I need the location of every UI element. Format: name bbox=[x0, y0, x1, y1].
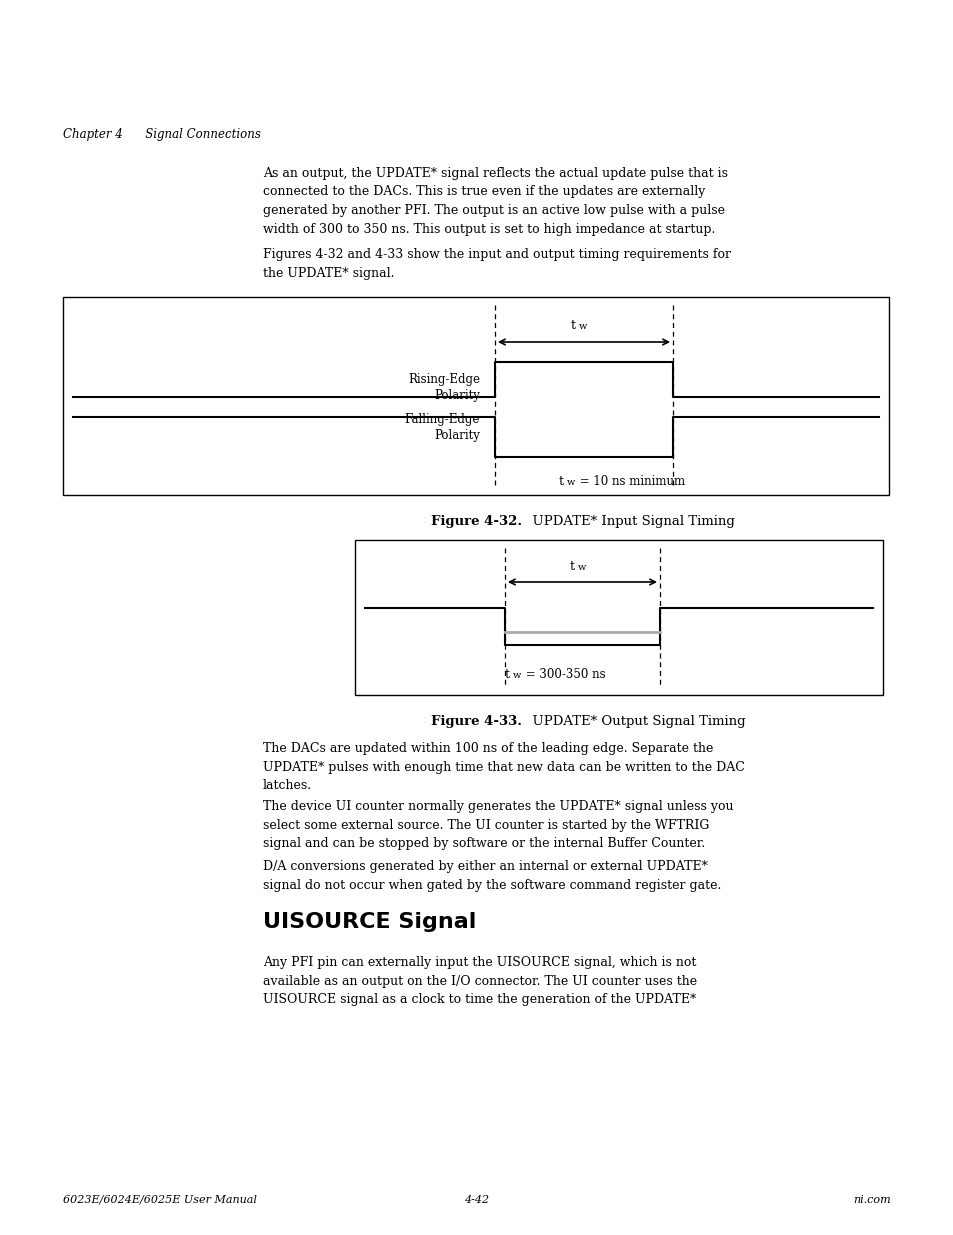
Text: Falling-Edge
Polarity: Falling-Edge Polarity bbox=[404, 412, 479, 441]
Text: width of 300 to 350 ns. This output is set to high impedance at startup.: width of 300 to 350 ns. This output is s… bbox=[263, 222, 715, 236]
Text: w: w bbox=[566, 478, 575, 487]
Text: t: t bbox=[558, 475, 563, 488]
Bar bbox=[355, 540, 882, 695]
Text: w: w bbox=[577, 563, 585, 572]
Text: generated by another PFI. The output is an active low pulse with a pulse: generated by another PFI. The output is … bbox=[263, 204, 724, 217]
Text: t: t bbox=[571, 319, 576, 332]
Text: select some external source. The UI counter is started by the WFTRIG: select some external source. The UI coun… bbox=[263, 819, 709, 831]
Text: Rising-Edge
Polarity: Rising-Edge Polarity bbox=[408, 373, 479, 401]
Text: Figure 4-33.: Figure 4-33. bbox=[431, 715, 522, 727]
Text: t: t bbox=[569, 559, 574, 573]
Text: UISOURCE Signal: UISOURCE Signal bbox=[263, 911, 476, 932]
Text: UPDATE* Input Signal Timing: UPDATE* Input Signal Timing bbox=[523, 515, 734, 529]
Text: = 300-350 ns: = 300-350 ns bbox=[521, 668, 605, 680]
Text: 4-42: 4-42 bbox=[464, 1195, 489, 1205]
Text: Figure 4-32.: Figure 4-32. bbox=[431, 515, 522, 529]
Text: available as an output on the I/O connector. The UI counter uses the: available as an output on the I/O connec… bbox=[263, 974, 697, 988]
Text: Any PFI pin can externally input the UISOURCE signal, which is not: Any PFI pin can externally input the UIS… bbox=[263, 956, 696, 969]
Text: connected to the DACs. This is true even if the updates are externally: connected to the DACs. This is true even… bbox=[263, 185, 704, 199]
Text: UPDATE* pulses with enough time that new data can be written to the DAC: UPDATE* pulses with enough time that new… bbox=[263, 761, 744, 773]
Text: w: w bbox=[513, 671, 521, 680]
Text: The device UI counter normally generates the UPDATE* signal unless you: The device UI counter normally generates… bbox=[263, 800, 733, 813]
Text: = 10 ns minimum: = 10 ns minimum bbox=[576, 475, 684, 488]
Bar bbox=[63, 296, 888, 495]
Text: UPDATE* Output Signal Timing: UPDATE* Output Signal Timing bbox=[523, 715, 745, 727]
Text: ni.com: ni.com bbox=[853, 1195, 890, 1205]
Text: The DACs are updated within 100 ns of the leading edge. Separate the: The DACs are updated within 100 ns of th… bbox=[263, 742, 713, 755]
Text: the UPDATE* signal.: the UPDATE* signal. bbox=[263, 267, 395, 279]
Text: D/A conversions generated by either an internal or external UPDATE*: D/A conversions generated by either an i… bbox=[263, 860, 707, 873]
Text: UISOURCE signal as a clock to time the generation of the UPDATE*: UISOURCE signal as a clock to time the g… bbox=[263, 993, 696, 1007]
Text: 6023E/6024E/6025E User Manual: 6023E/6024E/6025E User Manual bbox=[63, 1195, 256, 1205]
Text: signal and can be stopped by software or the internal Buffer Counter.: signal and can be stopped by software or… bbox=[263, 837, 704, 850]
Text: signal do not occur when gated by the software command register gate.: signal do not occur when gated by the so… bbox=[263, 878, 720, 892]
Text: t: t bbox=[504, 668, 510, 680]
Text: Chapter 4      Signal Connections: Chapter 4 Signal Connections bbox=[63, 128, 260, 141]
Text: latches.: latches. bbox=[263, 779, 312, 792]
Text: Figures 4-32 and 4-33 show the input and output timing requirements for: Figures 4-32 and 4-33 show the input and… bbox=[263, 248, 730, 261]
Text: As an output, the UPDATE* signal reflects the actual update pulse that is: As an output, the UPDATE* signal reflect… bbox=[263, 167, 727, 180]
Text: w: w bbox=[578, 322, 587, 331]
